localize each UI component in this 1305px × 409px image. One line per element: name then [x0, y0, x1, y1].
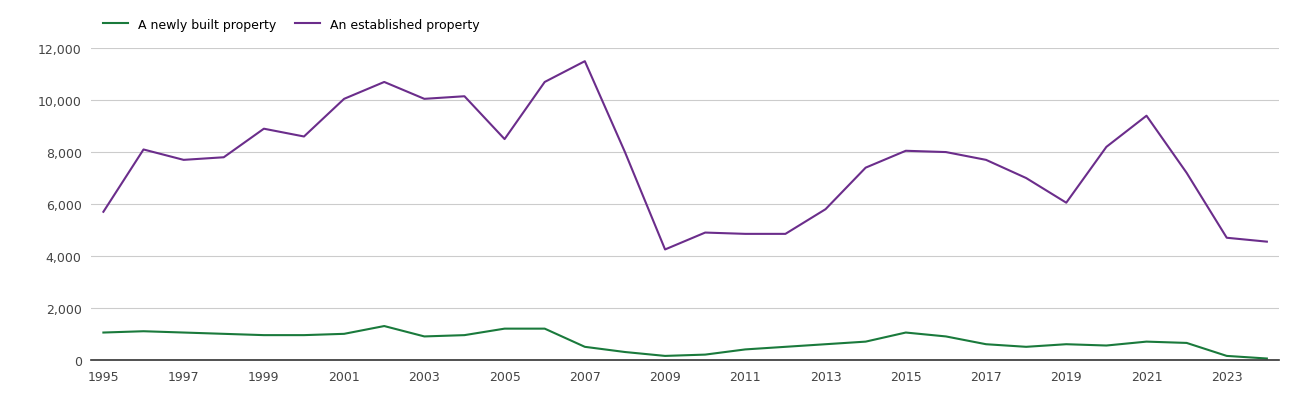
A newly built property: [1018, 344, 1034, 349]
A newly built property: [337, 332, 352, 337]
A newly built property: [1178, 341, 1194, 346]
An established property: [979, 158, 994, 163]
An established property: [536, 80, 552, 85]
An established property: [577, 60, 592, 65]
An established property: [617, 150, 633, 155]
An established property: [857, 166, 873, 171]
Legend: A newly built property, An established property: A newly built property, An established p…: [98, 13, 484, 37]
Line: A newly built property: A newly built property: [103, 326, 1267, 359]
A newly built property: [938, 334, 954, 339]
An established property: [818, 207, 834, 212]
A newly built property: [737, 347, 753, 352]
A newly built property: [497, 326, 513, 331]
An established property: [737, 232, 753, 237]
A newly built property: [176, 330, 192, 335]
A newly built property: [296, 333, 312, 338]
An established property: [215, 155, 231, 160]
An established property: [1178, 171, 1194, 176]
A newly built property: [577, 344, 592, 349]
An established property: [497, 137, 513, 142]
A newly built property: [857, 339, 873, 344]
An established property: [1259, 240, 1275, 245]
An established property: [1058, 201, 1074, 206]
An established property: [296, 135, 312, 139]
A newly built property: [697, 352, 713, 357]
A newly built property: [536, 326, 552, 331]
An established property: [778, 232, 793, 237]
A newly built property: [136, 329, 151, 334]
A newly built property: [1099, 343, 1114, 348]
A newly built property: [95, 330, 111, 335]
A newly built property: [1139, 339, 1155, 344]
An established property: [1099, 145, 1114, 150]
A newly built property: [979, 342, 994, 347]
An established property: [376, 80, 392, 85]
Line: An established property: An established property: [103, 62, 1267, 250]
An established property: [256, 127, 271, 132]
An established property: [1139, 114, 1155, 119]
An established property: [337, 97, 352, 102]
A newly built property: [818, 342, 834, 347]
A newly built property: [658, 353, 673, 358]
An established property: [1219, 236, 1235, 240]
A newly built property: [617, 350, 633, 355]
A newly built property: [1259, 356, 1275, 361]
An established property: [136, 148, 151, 153]
A newly built property: [256, 333, 271, 338]
An established property: [1018, 176, 1034, 181]
An established property: [176, 158, 192, 163]
An established property: [898, 149, 913, 154]
An established property: [938, 150, 954, 155]
An established property: [658, 247, 673, 252]
A newly built property: [457, 333, 472, 338]
An established property: [416, 97, 432, 102]
An established property: [457, 94, 472, 99]
A newly built property: [376, 324, 392, 329]
A newly built property: [1219, 353, 1235, 358]
A newly built property: [416, 334, 432, 339]
A newly built property: [1058, 342, 1074, 347]
An established property: [697, 231, 713, 236]
A newly built property: [898, 330, 913, 335]
An established property: [95, 210, 111, 215]
A newly built property: [778, 344, 793, 349]
A newly built property: [215, 332, 231, 337]
